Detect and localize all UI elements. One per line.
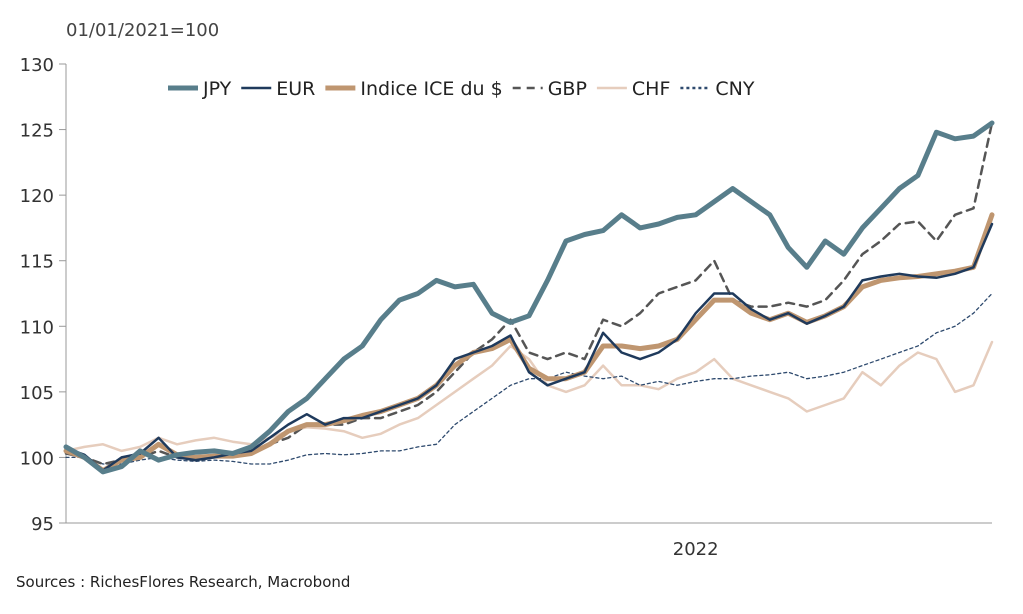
legend-label: GBP (548, 78, 587, 100)
y-tick-label: 100 (20, 448, 54, 469)
series-line-indice-ice-du (63, 212, 995, 473)
x-tick-label: 2022 (673, 539, 719, 560)
legend-label: JPY (202, 78, 232, 100)
y-tick-label: 130 (20, 55, 54, 76)
y-tick-label: 95 (31, 514, 54, 535)
source-note: Sources : RichesFlores Research, Macrobo… (16, 573, 351, 591)
legend-label: CNY (715, 78, 754, 100)
legend-label: CHF (632, 78, 670, 100)
series-line-cny (65, 292, 993, 465)
y-tick-label: 120 (20, 186, 54, 207)
series-line-eur (64, 222, 994, 472)
series-line-jpy (63, 120, 995, 475)
y-tick-label: 115 (20, 252, 54, 273)
legend: JPY EUR Indice ICE du $ GBP CHF CNY (168, 78, 755, 100)
series-line-chf (64, 340, 994, 453)
y-tick-label: 105 (20, 383, 54, 404)
y-tick-label: 110 (20, 317, 54, 338)
legend-label: EUR (276, 78, 315, 100)
y-tick-label: 125 (20, 121, 54, 142)
plot-area (63, 120, 995, 475)
legend-label: Indice ICE du $ (360, 78, 502, 100)
y-axis: 95 100 105 110 115 120 125 130 (20, 55, 67, 535)
unit-label: 01/01/2021=100 (66, 20, 219, 41)
x-axis: 2022 (66, 522, 992, 560)
